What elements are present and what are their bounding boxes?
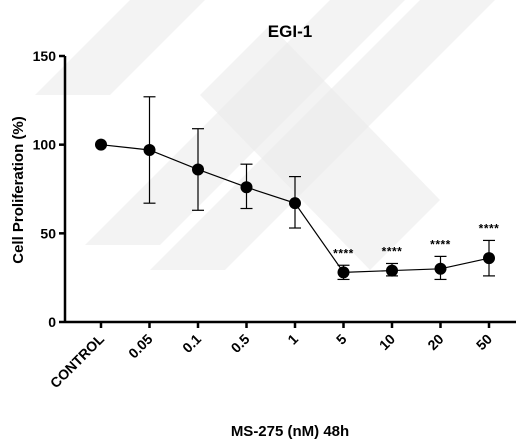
x-tick-label: 0.05 [125,331,156,362]
data-point [192,163,204,176]
watermark [35,0,495,270]
x-tick-label: 0.5 [228,331,253,356]
data-point [386,264,398,277]
x-tick-label: 0.1 [179,331,204,356]
x-axis-label: MS-275 (nM) 48h [231,423,349,440]
significance-marker: **** [430,237,451,251]
y-ticks: 0 50 100 150 [33,48,65,330]
significance-marker: **** [333,246,354,260]
data-point [337,266,350,279]
y-tick-label: 0 [48,314,56,330]
x-tick-label: CONTROL [47,330,108,391]
data-point [289,197,301,210]
x-tick-label: 10 [376,331,398,353]
data-point [240,181,253,194]
x-tick-label: 1 [284,331,301,348]
data-point [95,138,107,151]
data-point [434,262,447,275]
y-tick-label: 50 [40,225,56,241]
y-tick-label: 150 [33,48,57,64]
x-tick-label: 50 [473,331,495,353]
y-tick-label: 100 [33,137,57,153]
data-point [143,143,156,156]
y-axis-label: Cell Proliferation (%) [10,116,27,264]
data-points [95,138,495,279]
x-tick-label: 20 [424,331,446,353]
significance-marker: **** [382,244,403,258]
x-ticks: CONTROL 0.05 0.1 0.5 1 5 10 20 50 [47,322,495,391]
chart-title: EGI-1 [268,22,312,41]
x-tick-label: 5 [333,331,350,348]
significance-marker: **** [479,221,500,235]
significance-annotations: **** **** **** **** [333,221,499,260]
data-point [483,252,495,265]
